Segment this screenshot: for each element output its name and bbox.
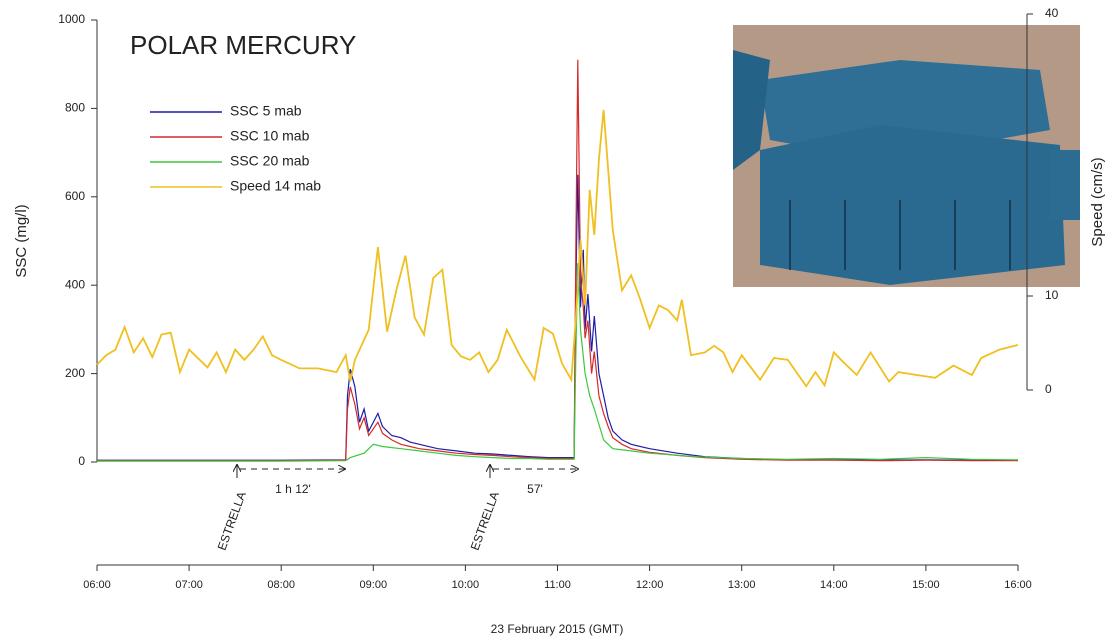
annotation: 1 h 12' <box>275 482 311 496</box>
x-tick-label: 08:00 <box>267 579 295 591</box>
y2-tick-label: 40 <box>1045 6 1059 20</box>
y-tick-label: 200 <box>65 366 85 380</box>
y-axis-label: SSC (mg/l) <box>13 204 30 277</box>
annotation: ESTRELLA <box>215 490 249 552</box>
y-tick-label: 0 <box>78 454 85 468</box>
legend-label: SSC 20 mab <box>230 153 310 169</box>
x-tick-label: 15:00 <box>912 579 940 591</box>
x-tick-label: 12:00 <box>636 579 664 591</box>
chart: POLAR MERCURY SSC (mg/l) 23 February 201… <box>0 0 1116 638</box>
x-tick-label: 13:00 <box>728 579 756 591</box>
annotations: ESTRELLA 1 h 12' ESTRELLA 57' <box>215 465 578 552</box>
y-tick-label: 1000 <box>58 12 85 26</box>
x-tick-label: 16:00 <box>1004 579 1032 591</box>
x-tick-label: 09:00 <box>360 579 388 591</box>
y-tick-label: 400 <box>65 277 85 291</box>
photo-object <box>760 125 1065 285</box>
x-axis-label: 23 February 2015 (GMT) <box>491 622 624 636</box>
y2-tick-label: 10 <box>1045 288 1059 302</box>
x-tick-label: 06:00 <box>83 579 111 591</box>
legend-label: Speed 14 mab <box>230 178 321 194</box>
x-tick-label: 14:00 <box>820 579 848 591</box>
annotation: 57' <box>527 482 543 496</box>
y-tick-label: 600 <box>65 189 85 203</box>
legend-label: SSC 10 mab <box>230 128 310 144</box>
legend-label: SSC 5 mab <box>230 103 302 119</box>
annotation: ESTRELLA <box>468 490 502 552</box>
y-tick-label: 800 <box>65 101 85 115</box>
y2-tick-label: 0 <box>1045 382 1052 396</box>
photo <box>733 25 1080 287</box>
y2-axis-label: Speed (cm/s) <box>1089 157 1106 246</box>
x-tick-label: 11:00 <box>544 579 571 591</box>
photo-object <box>1050 150 1080 220</box>
series-line <box>97 263 1018 461</box>
chart-title: POLAR MERCURY <box>130 30 356 60</box>
x-tick-label: 07:00 <box>175 579 203 591</box>
x-tick-label: 10:00 <box>452 579 480 591</box>
